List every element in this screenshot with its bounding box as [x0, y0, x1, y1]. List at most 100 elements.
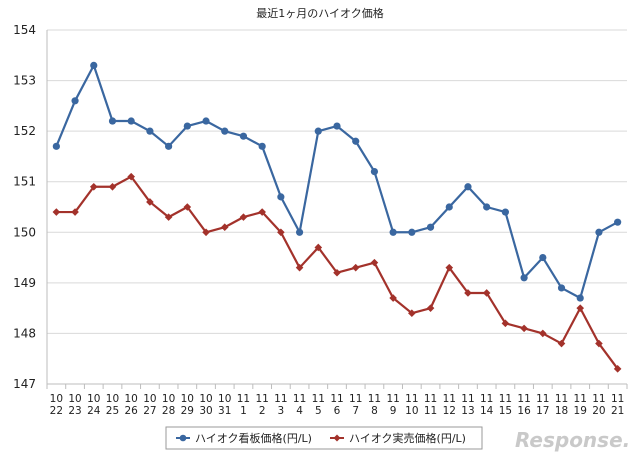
- data-point: [258, 208, 266, 216]
- data-point: [333, 122, 341, 130]
- x-tick-label-month: 10: [87, 393, 100, 405]
- data-point: [501, 319, 510, 328]
- x-tick-label-month: 10: [199, 393, 212, 405]
- data-point: [595, 339, 603, 348]
- x-tick-label-month: 11: [293, 393, 306, 405]
- x-tick-label-day: 7: [352, 405, 359, 417]
- x-tick-label-day: 31: [218, 405, 231, 417]
- data-point: [595, 228, 603, 236]
- x-tick-label-month: 11: [517, 393, 530, 405]
- data-point: [351, 263, 360, 272]
- data-point: [613, 365, 622, 373]
- data-point: [202, 117, 210, 125]
- x-tick-label-day: 29: [181, 405, 194, 417]
- x-tick-label-day: 26: [125, 405, 139, 417]
- y-tick-label: 148: [13, 326, 36, 340]
- data-point: [483, 203, 491, 211]
- x-tick-label-month: 10: [68, 393, 81, 405]
- x-tick-label-day: 13: [461, 405, 474, 417]
- data-point: [89, 182, 98, 191]
- data-point: [501, 208, 509, 216]
- y-tick-label: 151: [13, 175, 36, 189]
- data-point: [183, 122, 191, 130]
- x-tick-label-day: 10: [405, 405, 418, 417]
- data-point: [464, 289, 472, 297]
- data-point: [557, 284, 566, 292]
- x-axis: 1022102310241025102610271028102910301031…: [46, 384, 628, 417]
- x-tick-label-day: 4: [296, 405, 303, 417]
- x-tick-label-day: 9: [390, 405, 397, 417]
- data-point: [146, 127, 154, 135]
- chart-title: 最近1ヶ月のハイオク価格: [256, 6, 384, 20]
- data-point: [108, 182, 117, 191]
- data-point: [295, 263, 304, 272]
- plot-area: [52, 61, 622, 373]
- y-tick-label: 152: [13, 124, 36, 138]
- x-tick-label-month: 11: [555, 393, 568, 405]
- x-tick-label-day: 15: [499, 405, 512, 417]
- x-tick-label-month: 11: [330, 393, 343, 405]
- y-tick-label: 147: [13, 377, 36, 391]
- x-tick-label-day: 12: [443, 405, 456, 417]
- data-point: [277, 228, 285, 237]
- legend-marker: [179, 434, 187, 442]
- data-point: [333, 268, 341, 277]
- data-point: [239, 213, 248, 221]
- x-tick-label-month: 11: [461, 393, 474, 405]
- data-point: [221, 127, 229, 135]
- data-point: [389, 294, 397, 302]
- x-tick-label-month: 11: [480, 393, 493, 405]
- x-tick-label-month: 11: [592, 393, 605, 405]
- x-tick-label-month: 10: [106, 393, 119, 405]
- x-tick-label-day: 11: [424, 405, 437, 417]
- legend-marker: [333, 434, 341, 442]
- data-point: [557, 339, 566, 348]
- x-tick-label-day: 8: [371, 405, 378, 417]
- x-tick-label-month: 11: [424, 393, 437, 405]
- x-tick-label-month: 11: [255, 393, 268, 405]
- data-point: [277, 193, 285, 201]
- x-tick-label-month: 11: [574, 393, 587, 405]
- x-tick-label-month: 10: [181, 393, 194, 405]
- data-point: [90, 61, 98, 69]
- x-tick-label-month: 11: [443, 393, 456, 405]
- x-tick-label-month: 11: [349, 393, 362, 405]
- legend-label: ハイオク看板価格(円/L): [195, 431, 312, 445]
- data-point: [52, 208, 61, 216]
- x-tick-label-day: 17: [536, 405, 549, 417]
- series-2: [52, 172, 622, 373]
- legend-label: ハイオク実売価格(円/L): [349, 431, 466, 445]
- data-point: [520, 274, 528, 282]
- x-tick-label-month: 11: [499, 393, 512, 405]
- data-point: [71, 97, 79, 105]
- data-point: [108, 117, 117, 125]
- x-tick-label-day: 22: [50, 405, 63, 417]
- y-tick-label: 153: [13, 74, 36, 88]
- x-tick-label-month: 11: [386, 393, 399, 405]
- legend: ハイオク看板価格(円/L) ハイオク実売価格(円/L): [165, 426, 483, 450]
- x-tick-label-month: 10: [218, 393, 231, 405]
- x-tick-label-day: 20: [592, 405, 605, 417]
- data-point: [464, 183, 472, 191]
- data-point: [370, 258, 379, 267]
- x-tick-label-day: 6: [334, 405, 341, 417]
- data-point: [52, 142, 60, 150]
- x-tick-label-day: 14: [480, 405, 494, 417]
- x-tick-label-month: 10: [143, 393, 156, 405]
- data-point: [183, 203, 192, 211]
- data-point: [445, 263, 454, 272]
- data-point: [426, 304, 435, 312]
- data-point: [408, 228, 416, 236]
- data-point: [239, 132, 248, 140]
- data-point: [295, 228, 304, 236]
- x-tick-label-day: 5: [315, 405, 322, 417]
- data-point: [426, 223, 435, 231]
- watermark-logo: Response.: [515, 428, 630, 452]
- x-tick-label-day: 1: [240, 405, 247, 417]
- data-point: [352, 137, 360, 145]
- y-tick-label: 154: [13, 23, 36, 37]
- x-tick-label-day: 16: [517, 405, 531, 417]
- data-point: [445, 203, 453, 211]
- y-axis: 147 148 149 150 151 152 153 154: [13, 23, 36, 391]
